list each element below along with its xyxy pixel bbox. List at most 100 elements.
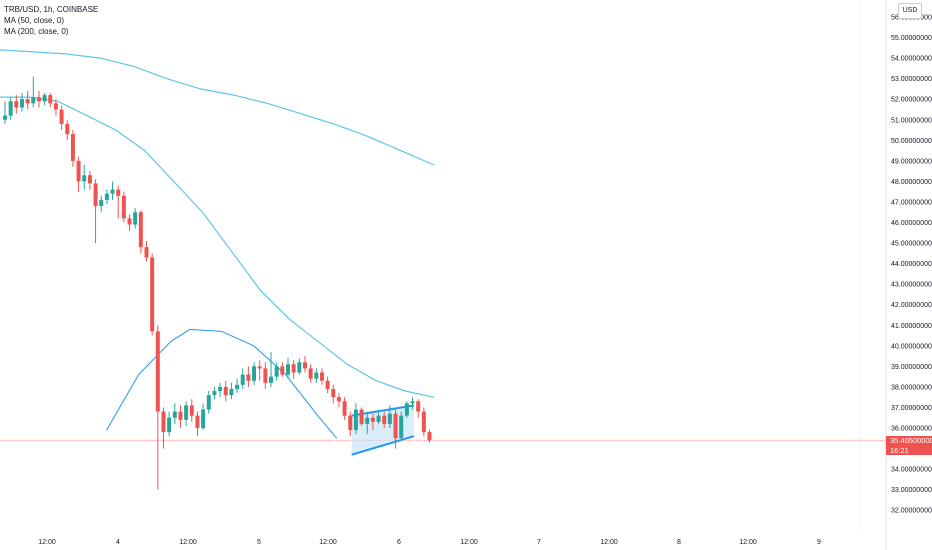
candle: [263, 362, 268, 389]
current-price-label: 35.40500000: [890, 436, 932, 446]
candle: [269, 351, 274, 387]
candle-body: [76, 160, 81, 182]
x-tick-label: 12:00: [38, 539, 56, 546]
candle: [161, 407, 166, 449]
y-tick-label: 41.00000000: [891, 323, 932, 330]
candle: [252, 362, 257, 385]
candle-body: [370, 417, 375, 422]
candle-body: [189, 405, 194, 416]
candle-body: [269, 376, 274, 383]
candle: [121, 191, 126, 223]
candle: [36, 90, 41, 108]
ma50-line: [0, 96, 435, 398]
candle: [82, 164, 87, 190]
candle: [365, 411, 370, 435]
x-tick-label: 12:00: [319, 539, 337, 546]
candle: [59, 105, 64, 131]
candle-body: [308, 368, 313, 379]
candle-body: [93, 183, 98, 207]
candle: [178, 405, 183, 428]
candle: [410, 397, 415, 410]
x-tick-label: 8: [677, 539, 681, 546]
candle-body: [36, 97, 41, 102]
candle: [404, 401, 409, 418]
candle: [314, 368, 319, 383]
candle-body: [82, 175, 87, 182]
candle: [201, 403, 206, 431]
y-tick-label: 48.00000000: [891, 179, 932, 186]
candle: [229, 382, 234, 400]
candle-body: [286, 364, 290, 375]
candle: [189, 399, 194, 422]
candle: [172, 403, 177, 424]
x-tick-label: 5: [257, 539, 261, 546]
candle: [206, 391, 211, 414]
candle: [133, 208, 138, 229]
candle-body: [155, 331, 160, 412]
candle-body: [353, 409, 358, 431]
y-tick-label: 38.00000000: [891, 384, 932, 391]
candle-body: [410, 401, 415, 404]
x-tick-label: 12:00: [600, 539, 618, 546]
candle-body: [302, 362, 307, 369]
candle-body: [138, 212, 143, 248]
y-tick-label: 45.00000000: [891, 241, 932, 248]
candle: [348, 411, 353, 437]
y-tick-label: 44.00000000: [891, 261, 932, 268]
candle-body: [14, 101, 19, 108]
candle: [240, 368, 245, 389]
candle: [308, 364, 313, 383]
x-tick-label: 7: [537, 539, 541, 546]
candle: [93, 179, 98, 244]
chart-overlays: [0, 49, 886, 456]
candle: [184, 401, 189, 426]
currency-button[interactable]: USD: [898, 3, 922, 19]
candle: [195, 411, 200, 437]
y-tick-label: 49.00000000: [891, 158, 932, 165]
candle: [319, 368, 324, 385]
candle-body: [280, 366, 285, 375]
price-axis: 32.0000000033.0000000034.0000000035.0000…: [891, 15, 932, 515]
candle: [427, 430, 432, 443]
candle-body: [121, 195, 126, 219]
candle: [53, 99, 58, 116]
y-tick-label: 36.00000000: [891, 426, 932, 433]
candle-body: [172, 411, 177, 418]
candle: [218, 382, 223, 398]
candles: [3, 76, 432, 490]
candle: [8, 97, 13, 120]
candle-body: [291, 364, 296, 373]
candle: [235, 378, 240, 394]
candle-body: [184, 405, 189, 420]
candle-body: [133, 212, 138, 225]
candle-body: [331, 388, 336, 398]
candle: [370, 413, 375, 431]
candle-countdown: 16:21: [890, 445, 909, 455]
candle: [144, 240, 149, 262]
candle-body: [246, 374, 251, 381]
candle-body: [206, 395, 211, 410]
candle: [325, 376, 330, 394]
chart-legend: TRB/USD, 1h, COINBASE MA (50, close, 0) …: [4, 4, 98, 37]
legend-symbol: TRB/USD, 1h, COINBASE: [4, 5, 99, 14]
candle: [167, 411, 172, 437]
candle: [223, 380, 228, 402]
candle: [155, 325, 160, 490]
candle: [274, 362, 279, 381]
candle-body: [161, 411, 166, 433]
candle: [382, 411, 387, 428]
x-tick-label: 4: [116, 539, 120, 546]
x-tick-label: 12:00: [460, 539, 478, 546]
candle-body: [59, 109, 64, 124]
candle: [336, 393, 341, 408]
y-tick-label: 53.00000000: [891, 76, 932, 83]
candle-body: [252, 366, 257, 381]
candle: [416, 399, 421, 418]
time-axis: 12:00 4 12:00 5 12:00 6 12:00 7 12:00 8 12:00 9: [38, 539, 821, 546]
candle-body: [87, 175, 92, 184]
candle-body: [127, 218, 132, 225]
candle: [99, 195, 104, 213]
candle: [116, 185, 121, 219]
candle: [150, 253, 155, 336]
